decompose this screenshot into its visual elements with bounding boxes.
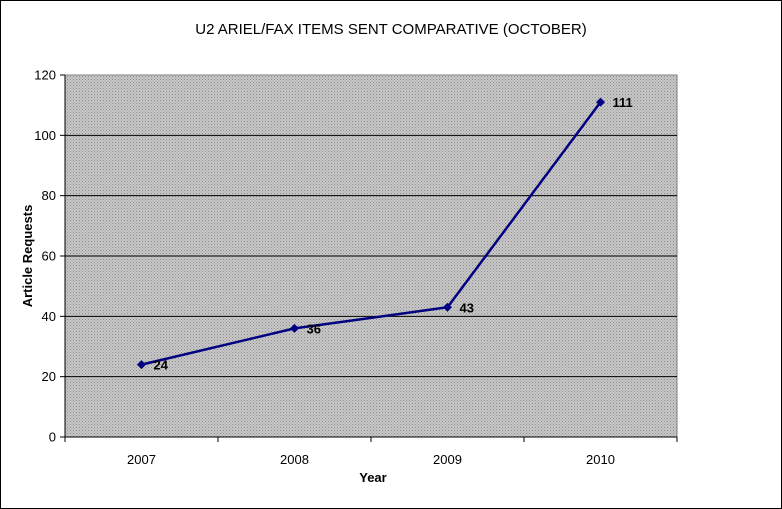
y-tick-label: 60 xyxy=(42,249,56,264)
y-tick-label: 20 xyxy=(42,369,56,384)
data-point-marker xyxy=(443,302,452,312)
chart-title: U2 ARIEL/FAX ITEMS SENT COMPARATIVE (OCT… xyxy=(195,21,586,38)
data-label: 43 xyxy=(460,300,474,315)
x-tick-label: 2009 xyxy=(433,452,462,467)
y-tick-label: 80 xyxy=(42,188,56,203)
y-tick-label: 120 xyxy=(34,68,56,83)
y-tick-label: 40 xyxy=(42,309,56,324)
data-label: 24 xyxy=(154,358,169,373)
x-tick-label: 2010 xyxy=(586,452,615,467)
x-tick-label: 2007 xyxy=(127,452,156,467)
data-point-marker xyxy=(596,97,605,107)
x-axis-label: Year xyxy=(359,470,386,485)
data-label: 111 xyxy=(613,95,633,110)
y-axis-label: Article Requests xyxy=(20,205,35,308)
series-line xyxy=(141,101,602,366)
data-label: 36 xyxy=(307,321,321,336)
y-tick-label: 0 xyxy=(49,430,56,445)
data-point-marker xyxy=(290,323,299,333)
data-point-marker xyxy=(137,360,146,370)
x-tick-label: 2008 xyxy=(280,452,309,467)
y-tick-label: 100 xyxy=(34,128,56,143)
